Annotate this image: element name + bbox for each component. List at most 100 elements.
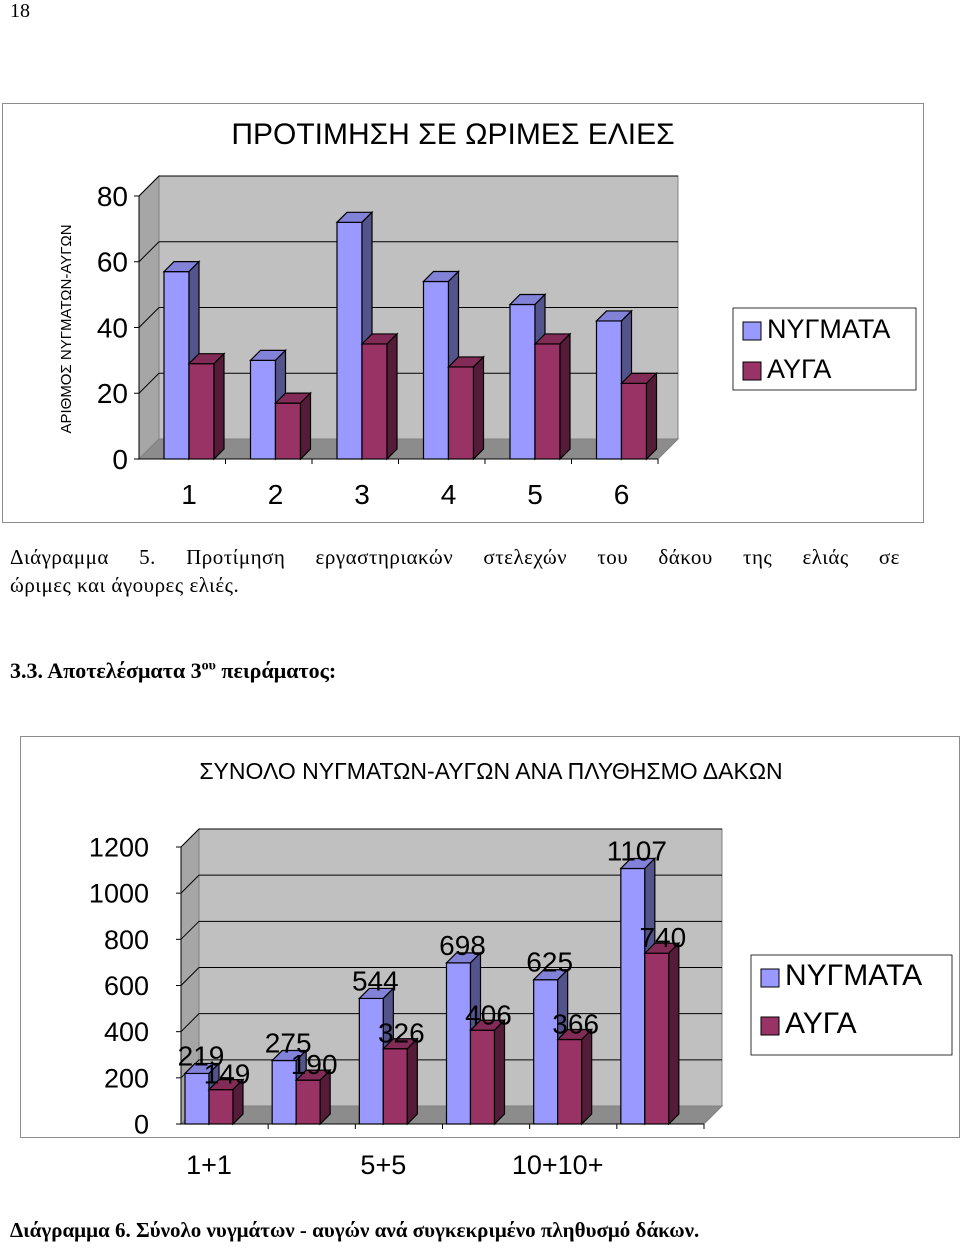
chart2-bar-avga-6-side bbox=[668, 941, 680, 1126]
chart2-ytick-label: 600 bbox=[104, 971, 149, 1001]
page-number: 18 bbox=[10, 0, 30, 22]
chart1-legend bbox=[732, 307, 917, 391]
chart2-gridline bbox=[180, 920, 722, 940]
section-heading-tail: πειράματος: bbox=[215, 658, 337, 683]
chart2-data-label-avga-6: 740 bbox=[639, 922, 686, 953]
chart2-legend bbox=[750, 954, 953, 1056]
chart1-bar-avga-1-front bbox=[188, 363, 215, 460]
section-heading-text: 3.3. Αποτελέσματα 3 bbox=[10, 658, 202, 683]
chart2-data-label-nygmata-5: 625 bbox=[526, 947, 573, 978]
chart2-bar-avga-6 bbox=[643, 941, 681, 1126]
section-heading-sup: ου bbox=[201, 658, 216, 674]
chart2-bar-avga-3 bbox=[381, 1037, 419, 1126]
chart2-svg: ΣΥΝΟΛΟ ΝΥΓΜΑΤΩΝ-ΑΥΓΩΝ ΑΝΑ ΠΛΥΘΗΣΜΟ ΔΑΚΩΝ… bbox=[89, 758, 953, 1180]
chart1-bar-avga-2 bbox=[274, 391, 312, 461]
chart2-ytick-label: 400 bbox=[104, 1017, 149, 1047]
chart1-bar-avga-3 bbox=[360, 332, 399, 461]
chart2-gridline bbox=[180, 828, 722, 848]
chart1-bar-avga-6 bbox=[620, 371, 658, 461]
chart1-bar-nygmata-5-front bbox=[509, 303, 536, 460]
chart1-svg: ΠΡΟΤΙΜΗΣΗ ΣΕ ΩΡΙΜΕΣ ΕΛΙΕΣ 0 20 40 60 80 ΑΡΙΘΜΟ… bbox=[58, 118, 917, 510]
chart2-xtick-label: 10+10+ bbox=[512, 1150, 604, 1180]
chart2-bar-nygmata-4-front bbox=[445, 962, 472, 1125]
chart1-legend-label-2: ΑΥΓΑ bbox=[767, 354, 831, 384]
chart2-bar-avga-5-front bbox=[557, 1038, 583, 1125]
chart1-legend-label-1: ΝΥΓΜΑΤΑ bbox=[767, 314, 890, 344]
chart1-xtick-label: 1 bbox=[181, 479, 197, 510]
chart1-bar-avga-4-front bbox=[447, 366, 475, 460]
chart1-ylabel: ΑΡΙΘΜΟΣ ΝΥΓΜΑΤΩΝ-ΑΥΓΩΝ bbox=[58, 224, 75, 433]
caption5-line1: Διάγραμμα 5. Προτίμηση εργαστηριακών στε… bbox=[10, 545, 900, 569]
chart2-bar-avga-1-front bbox=[208, 1089, 234, 1125]
chart-total-by-population: ΣΥΝΟΛΟ ΝΥΓΜΑΤΩΝ-ΑΥΓΩΝ ΑΝΑ ΠΛΥΘΗΣΜΟ ΔΑΚΩΝ… bbox=[20, 736, 960, 1180]
chart1-bar-avga-6-side bbox=[645, 371, 658, 461]
chart1-xtick-label: 3 bbox=[354, 479, 370, 510]
chart1-title: ΠΡΟΤΙΜΗΣΗ ΣΕ ΩΡΙΜΕΣ ΕΛΙΕΣ bbox=[231, 118, 674, 151]
chart2-bar-avga-4 bbox=[469, 1018, 506, 1126]
chart2-data-label-nygmata-2: 275 bbox=[265, 1028, 312, 1059]
chart1-bar-avga-2-front bbox=[274, 402, 302, 460]
chart1-bar-avga-3-front bbox=[361, 343, 388, 460]
chart2-title: ΣΥΝΟΛΟ ΝΥΓΜΑΤΩΝ-ΑΥΓΩΝ ΑΝΑ ΠΛΥΘΗΣΜΟ ΔΑΚΩΝ bbox=[199, 758, 782, 784]
chart2-data-label-nygmata-6: 1107 bbox=[607, 835, 667, 866]
chart1-bar-avga-5 bbox=[533, 332, 572, 461]
chart2-bar-nygmata-1-front bbox=[184, 1072, 210, 1125]
chart2-legend-label-1: ΝΥΓΜΑΤΑ bbox=[785, 959, 922, 992]
chart2-bar-avga-2-front bbox=[295, 1079, 321, 1125]
chart2-gridline bbox=[180, 874, 722, 894]
chart1-ytick-label: 80 bbox=[97, 181, 128, 212]
chart2-bar-avga-4-side bbox=[493, 1018, 506, 1126]
chart2-data-label-avga-2: 190 bbox=[291, 1049, 338, 1080]
chart1-gridline bbox=[138, 175, 678, 197]
chart2-bar-avga-2 bbox=[294, 1068, 332, 1126]
chart1-ytick-label: 0 bbox=[112, 444, 128, 475]
chart2-gridline bbox=[180, 967, 722, 986]
chart2-ytick-label: 0 bbox=[134, 1109, 149, 1139]
chart1-bar-avga-1 bbox=[187, 352, 226, 461]
chart1-bar-nygmata-4-front bbox=[422, 280, 450, 460]
figure-caption-5: Διάγραμμα 5. Προτίμηση εργαστηριακών στε… bbox=[10, 543, 900, 599]
chart2-data-label-avga-1: 149 bbox=[204, 1059, 251, 1090]
chart1-bar-nygmata-2-front bbox=[249, 359, 277, 460]
chart1-bar-nygmata-1-front bbox=[163, 271, 190, 460]
chart2-bar-nygmata-5-front bbox=[533, 979, 559, 1125]
chart1-legend-swatch-1 bbox=[742, 321, 762, 341]
chart2-bar-avga-3-front bbox=[382, 1048, 408, 1125]
chart1-xtick-label: 5 bbox=[527, 479, 543, 510]
chart1-ytick-label: 20 bbox=[97, 378, 128, 409]
chart2-bar-avga-6-front bbox=[644, 952, 670, 1125]
chart2-data-label-avga-3: 326 bbox=[378, 1018, 425, 1049]
chart2-ytick-label: 1000 bbox=[89, 879, 149, 909]
chart2-data-label-avga-4: 406 bbox=[465, 999, 512, 1030]
chart1-bar-avga-3-side bbox=[386, 332, 398, 461]
chart1-bar-avga-5-side bbox=[559, 332, 571, 461]
chart2-bar-nygmata-6-front bbox=[620, 867, 646, 1125]
chart1-bar-nygmata-3-front bbox=[336, 221, 363, 460]
chart1-xtick-label: 2 bbox=[268, 479, 284, 510]
chart1-bar-avga-6-front bbox=[620, 382, 648, 460]
chart1-bar-avga-4-side bbox=[472, 355, 485, 461]
chart2-legend-swatch-2 bbox=[760, 1016, 780, 1036]
chart2-ytick-label: 1200 bbox=[89, 832, 149, 862]
chart1-bar-avga-4 bbox=[447, 355, 485, 461]
chart1-bar-avga-5-front bbox=[534, 343, 561, 460]
chart1-ytick-label: 40 bbox=[97, 312, 128, 343]
chart2-data-label-nygmata-1: 219 bbox=[178, 1040, 225, 1071]
chart1-bar-avga-2-side bbox=[299, 391, 312, 461]
chart2-xtick-label: 5+5 bbox=[360, 1150, 406, 1180]
chart2-data-label-nygmata-3: 544 bbox=[352, 965, 399, 996]
figure-caption-6: Διάγραμμα 6. Σύνολο νυγμάτων - αυγών ανά… bbox=[10, 1218, 700, 1242]
chart2-xtick-label: 1+1 bbox=[186, 1150, 232, 1180]
chart2-bar-avga-4-front bbox=[469, 1029, 496, 1125]
chart1-gridline bbox=[138, 372, 678, 394]
chart1-xtick-label: 6 bbox=[614, 479, 630, 510]
chart1-legend-swatch-2 bbox=[742, 361, 762, 381]
chart2-ytick-label: 200 bbox=[104, 1063, 149, 1093]
chart2-ytick-label: 800 bbox=[104, 925, 149, 955]
chart2-bar-avga-3-side bbox=[406, 1037, 418, 1126]
chart2-legend-swatch-1 bbox=[760, 968, 780, 988]
chart2-bar-avga-1-side bbox=[232, 1078, 244, 1126]
chart2-data-label-avga-5: 366 bbox=[552, 1009, 599, 1040]
chart1-bar-nygmata-6-front bbox=[595, 320, 623, 460]
chart1-bar-avga-1-side bbox=[213, 352, 225, 461]
